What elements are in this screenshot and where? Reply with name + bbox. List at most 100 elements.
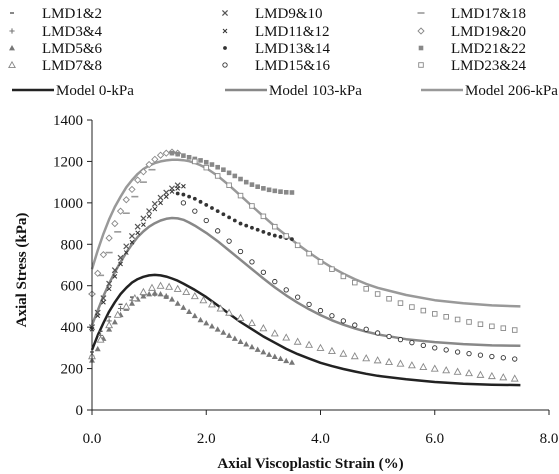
data-point: [327, 346, 336, 355]
data-point: [173, 284, 182, 292]
data-point: [430, 364, 439, 372]
data-point: [168, 296, 175, 302]
data-point: [249, 259, 255, 265]
data-point: [106, 286, 112, 292]
data-point: [157, 291, 164, 297]
data-point: [151, 155, 159, 163]
data-point: [106, 326, 113, 332]
data-point: [123, 243, 130, 250]
y-tick-label: 600: [61, 279, 84, 295]
data-point: [260, 213, 267, 220]
data-point: [271, 353, 278, 359]
data-point: [317, 259, 324, 265]
data-point: [197, 316, 204, 323]
data-point: [476, 370, 485, 378]
data-point: [214, 326, 221, 332]
data-point: [146, 213, 152, 219]
data-point: [420, 342, 426, 349]
legend-item: LMD15&16: [222, 58, 331, 74]
data-point: [146, 291, 153, 297]
legend-label: LMD21&22: [451, 41, 526, 57]
legend-marker: [418, 45, 424, 51]
data-point: [130, 294, 139, 302]
data-point: [466, 319, 472, 325]
data-point: [283, 233, 289, 239]
data-point: [198, 158, 203, 163]
legend-item: LMD19&20: [417, 24, 526, 40]
legend-label: LMD3&4: [42, 24, 103, 40]
legend-label: LMD7&8: [42, 58, 102, 74]
data-point: [500, 325, 507, 331]
data-point: [260, 269, 267, 275]
data-point: [227, 215, 232, 220]
data-point: [255, 227, 260, 232]
data-point: [267, 232, 271, 236]
series-points: [89, 289, 295, 365]
x-tick-label: 4.0: [311, 431, 330, 447]
data-point: [111, 267, 118, 274]
data-point: [443, 347, 449, 353]
legend-label: LMD17&18: [451, 6, 526, 22]
data-point: [134, 223, 141, 230]
data-point: [293, 337, 302, 345]
legend-item: LMD21&22: [418, 41, 526, 57]
data-point: [432, 345, 438, 351]
data-point: [192, 158, 198, 165]
data-point: [94, 269, 102, 277]
data-point: [174, 300, 181, 306]
data-point: [106, 280, 113, 287]
data-point: [442, 366, 451, 374]
data-point: [249, 203, 255, 209]
data-point: [329, 266, 335, 272]
legend-marker: [417, 27, 425, 35]
data-point: [511, 327, 518, 333]
legend-item: LMD3&4: [9, 24, 103, 40]
plot-area: [88, 148, 521, 387]
data-point: [163, 189, 170, 196]
data-point: [111, 219, 119, 228]
legend-label: LMD5&6: [42, 41, 103, 57]
legend-label: LMD9&10: [255, 6, 323, 22]
data-point: [278, 234, 283, 239]
data-point: [186, 308, 193, 315]
legend-item: Model 206-kPa: [421, 83, 558, 99]
data-point: [489, 353, 495, 360]
data-point: [374, 330, 381, 336]
data-point: [214, 173, 221, 179]
data-point: [329, 313, 335, 319]
legend-label: LMD19&20: [451, 24, 526, 40]
data-point: [123, 250, 129, 255]
data-point: [215, 228, 221, 234]
data-point: [443, 314, 449, 320]
data-point: [181, 153, 186, 158]
data-point: [305, 340, 314, 348]
data-point: [221, 212, 226, 217]
data-point: [156, 151, 165, 159]
data-point: [419, 362, 428, 370]
data-point: [489, 323, 495, 330]
data-point: [340, 273, 347, 280]
legend-marker: [221, 9, 229, 17]
data-point: [101, 299, 106, 305]
data-point: [113, 310, 122, 318]
data-point: [306, 250, 312, 257]
data-point: [226, 182, 232, 188]
data-point: [204, 203, 209, 207]
data-point: [169, 150, 175, 156]
data-point: [203, 320, 210, 326]
legend-marker: [222, 62, 228, 68]
data-point: [294, 242, 301, 249]
data-point: [237, 192, 244, 199]
data-point: [386, 296, 392, 302]
data-point: [146, 208, 153, 215]
series-points: [89, 183, 186, 332]
data-point: [261, 229, 266, 234]
data-point: [215, 164, 220, 170]
data-point: [352, 279, 358, 286]
data-point: [238, 221, 243, 226]
data-point: [454, 349, 461, 355]
data-point: [163, 293, 170, 299]
legend-marker: [9, 45, 15, 51]
data-point: [111, 318, 118, 325]
data-point: [209, 162, 215, 167]
